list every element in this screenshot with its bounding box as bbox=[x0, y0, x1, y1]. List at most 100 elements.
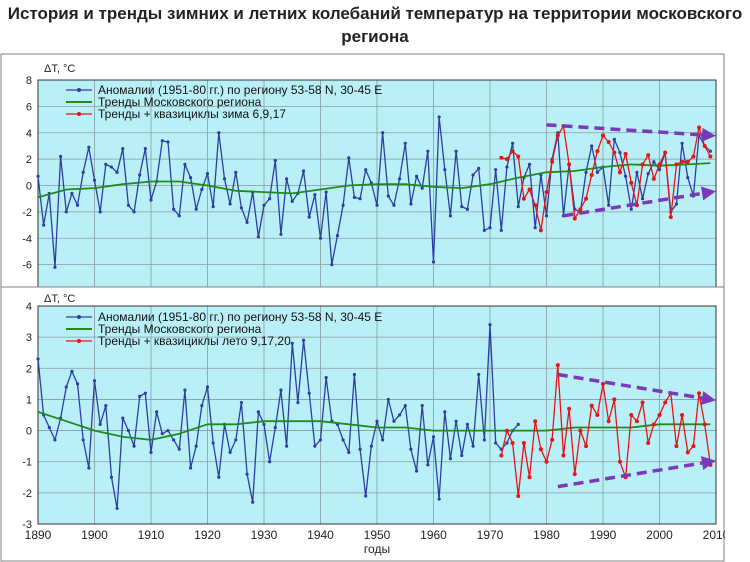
summer-series-0-point bbox=[228, 450, 232, 454]
summer-series-0-point bbox=[262, 422, 266, 426]
summer-ytick-label: 1 bbox=[26, 394, 32, 406]
winter-trend-arrow bbox=[546, 123, 716, 142]
winter-series-0-point bbox=[494, 168, 498, 172]
winter-ytick-label: 6 bbox=[26, 101, 32, 113]
summer-series-0-point bbox=[290, 341, 294, 345]
summer-series-0-point bbox=[217, 475, 221, 479]
winter-series-2-point bbox=[567, 162, 572, 167]
summer-series-0-point bbox=[132, 444, 136, 448]
summer-series-0-point bbox=[403, 404, 407, 408]
winter-series-2-point bbox=[617, 170, 622, 175]
summer-series-2-point bbox=[589, 403, 594, 408]
summer-series-0-point bbox=[81, 438, 85, 442]
summer-series-2-point bbox=[612, 397, 617, 402]
winter-series-2-point bbox=[544, 190, 549, 195]
summer-series-2-point bbox=[550, 437, 555, 442]
summer-series-2-point bbox=[510, 441, 515, 446]
summer-series-0-point bbox=[386, 397, 390, 402]
winter-series-0-point bbox=[392, 203, 396, 207]
winter-series-0-point bbox=[256, 235, 260, 239]
summer-series-0-point bbox=[392, 419, 396, 423]
summer-series-0-point bbox=[471, 444, 475, 448]
summer-ytick-label: 3 bbox=[26, 332, 32, 344]
summer-series-0-point bbox=[188, 466, 193, 470]
winter-series-0-point bbox=[352, 195, 356, 199]
winter-series-0-point bbox=[64, 210, 68, 214]
summer-series-0-point bbox=[398, 413, 402, 417]
winter-series-0-point bbox=[381, 131, 385, 135]
winter-series-0-point bbox=[313, 193, 317, 197]
summer-series-0-point bbox=[92, 379, 97, 383]
summer-series-0-point bbox=[234, 438, 238, 442]
summer-series-2-point bbox=[640, 400, 645, 405]
summer-series-2-point bbox=[527, 475, 532, 480]
summer-xtick-label: 1940 bbox=[307, 528, 334, 542]
winter-series-0-point bbox=[618, 150, 622, 155]
winter-series-2-point bbox=[697, 125, 702, 130]
winter-series-0-point bbox=[285, 177, 289, 181]
summer-series-0-point bbox=[347, 450, 351, 454]
winter-legend-entry: Аномалии (1951-80 гг.) по региону 53-58 … bbox=[98, 83, 382, 97]
winter-series-2-point bbox=[685, 159, 690, 164]
summer-series-0-point bbox=[285, 444, 289, 448]
summer-series-0-point bbox=[443, 410, 447, 414]
summer-chart: -3 -2 -1 0 1 2 3 4 ΔT, °C 1890 1900 1910 1920 1930 194… bbox=[0, 286, 725, 562]
winter-series-0-point bbox=[403, 141, 407, 145]
summer-series-2-point bbox=[533, 419, 538, 424]
winter-series-0-point bbox=[364, 168, 368, 172]
winter-series-0-point bbox=[443, 168, 447, 172]
winter-series-0-point bbox=[607, 203, 611, 207]
winter-ytick-label: 0 bbox=[26, 181, 32, 193]
winter-trend-arrow bbox=[563, 186, 716, 218]
summer-ytick-label: -3 bbox=[22, 519, 32, 531]
winter-series-0-point bbox=[318, 236, 323, 240]
winter-series-0-point bbox=[341, 203, 345, 207]
winter-series-0-point bbox=[160, 139, 164, 143]
winter-series-0-point bbox=[527, 162, 532, 166]
summer-series-2-point bbox=[646, 441, 651, 446]
winter-series-0-point bbox=[239, 206, 243, 210]
winter-series-2-point bbox=[584, 196, 589, 201]
summer-series-0-point bbox=[194, 444, 198, 448]
summer-series-2-point bbox=[657, 413, 662, 417]
summer-ytick-label: 0 bbox=[26, 426, 32, 438]
winter-series-0-point bbox=[75, 203, 80, 207]
summer-xtick-label: 1970 bbox=[477, 528, 504, 542]
summer-series-0-point bbox=[211, 441, 215, 445]
winter-ytick-label: -2 bbox=[22, 207, 32, 219]
winter-series-0-point bbox=[686, 175, 690, 180]
summer-xtick-label: 2010 bbox=[703, 528, 725, 542]
winter-series-0-point bbox=[375, 203, 379, 207]
winter-series-2-point bbox=[708, 154, 713, 159]
summer-xtick-label: 1900 bbox=[81, 528, 108, 542]
summer-series-2-point bbox=[691, 444, 696, 449]
winter-series-0-point bbox=[228, 202, 232, 206]
summer-series-0-point bbox=[104, 404, 108, 408]
summer-series-0-point bbox=[109, 475, 114, 479]
summer-series-0-point bbox=[437, 497, 441, 501]
summer-series-0-point bbox=[138, 394, 142, 398]
winter-series-0-point bbox=[516, 205, 520, 209]
summer-series-0-point bbox=[369, 444, 373, 448]
winter-series-2-point bbox=[578, 207, 583, 212]
summer-xtick-label: 1950 bbox=[364, 528, 391, 542]
summer-series-0-point bbox=[448, 457, 453, 461]
winter-series-0-point bbox=[121, 146, 125, 151]
summer-series-0-point bbox=[296, 400, 300, 405]
summer-series-0-point bbox=[245, 472, 249, 476]
winter-series-0-point bbox=[42, 223, 46, 227]
summer-legend-entry: Тренды Московского региона bbox=[98, 322, 262, 336]
winter-series-0-point bbox=[465, 207, 469, 211]
winter-series-0-point bbox=[262, 203, 266, 207]
winter-ytick-label: 2 bbox=[26, 154, 32, 166]
winter-series-2-line bbox=[501, 125, 711, 231]
winter-series-2-point bbox=[527, 187, 532, 192]
summer-xtick-label: 1960 bbox=[420, 528, 447, 542]
winter-series-2-point bbox=[516, 154, 521, 159]
winter-ytick-label: -4 bbox=[22, 233, 32, 245]
winter-series-0-point bbox=[324, 190, 328, 194]
winter-series-2-point bbox=[657, 162, 662, 167]
winter-series-0-point bbox=[92, 178, 97, 182]
winter-series-2-point bbox=[674, 162, 679, 167]
winter-series-0-point bbox=[426, 149, 430, 153]
